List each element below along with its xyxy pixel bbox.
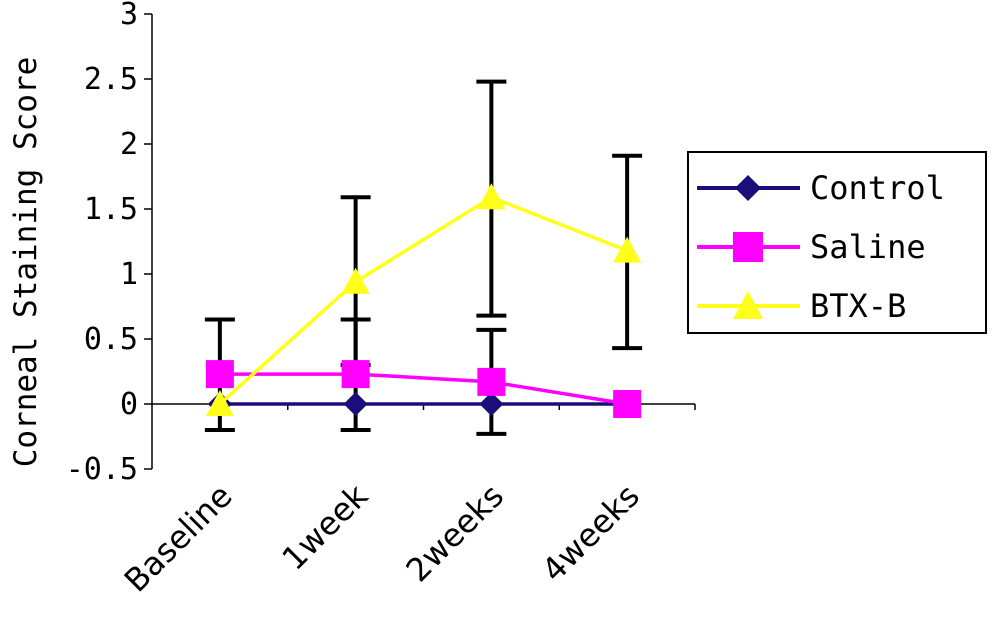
y-tick-label: 1 [120, 257, 138, 292]
x-tick-label: 1week [275, 476, 376, 577]
data-point [205, 390, 234, 416]
y-tick-label: 2 [120, 127, 138, 162]
legend-label: Saline [810, 228, 926, 266]
legend-label: Control [810, 169, 945, 207]
y-axis-title: Corneal Staining Score [8, 57, 44, 468]
x-tick-label: Baseline [117, 477, 240, 600]
data-point [341, 360, 370, 389]
data-point [477, 183, 506, 210]
series-line [218, 195, 628, 406]
y-tick-label: 3 [120, 0, 138, 32]
y-tick-label: 0.5 [84, 322, 138, 357]
error-bars [204, 79, 643, 436]
data-point [343, 392, 368, 416]
y-tick-label: -0.5 [66, 452, 138, 487]
y-tick-label: 2.5 [84, 62, 138, 97]
data-point [613, 236, 642, 263]
data-point [735, 175, 761, 201]
series-lines [205, 183, 642, 418]
x-tick-label: 2weeks [399, 477, 512, 590]
data-point [205, 360, 234, 389]
y-tick-label: 1.5 [84, 192, 138, 227]
data-point [733, 232, 763, 262]
series-line [219, 372, 628, 406]
y-tick-label: 0 [120, 387, 138, 422]
legend: Control Saline BTX-B [687, 151, 987, 334]
data-point [733, 291, 763, 319]
data-point [341, 267, 370, 294]
x-tick-label: 4weeks [534, 477, 647, 590]
data-point [613, 390, 642, 418]
data-point [479, 392, 504, 416]
legend-label: BTX-B [810, 287, 906, 325]
data-point [477, 367, 506, 396]
